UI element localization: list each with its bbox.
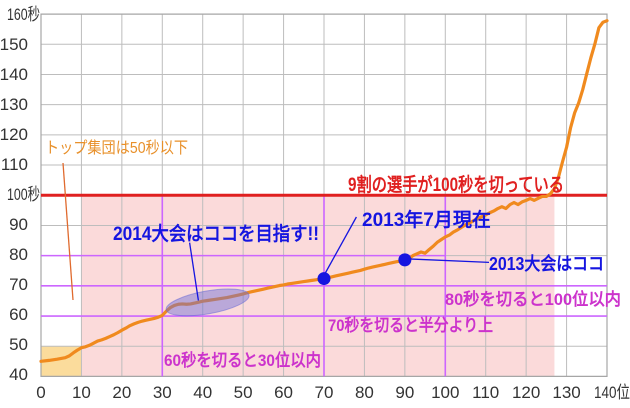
svg-text:50: 50 — [9, 335, 28, 354]
svg-text:60秒を切ると30位以内: 60秒を切ると30位以内 — [164, 350, 321, 370]
svg-text:9割の選手が100秒を切っている: 9割の選手が100秒を切っている — [348, 173, 564, 196]
svg-text:10: 10 — [72, 383, 91, 402]
svg-text:30: 30 — [153, 383, 172, 402]
svg-text:60: 60 — [9, 305, 28, 324]
svg-text:130: 130 — [0, 95, 28, 114]
svg-text:70秒を切ると半分より上: 70秒を切ると半分より上 — [328, 315, 493, 335]
svg-text:150: 150 — [0, 35, 28, 54]
svg-text:90: 90 — [9, 215, 28, 234]
svg-text:2013大会はココ: 2013大会はココ — [489, 253, 604, 274]
svg-text:140位: 140位 — [594, 383, 630, 402]
svg-text:70: 70 — [315, 383, 334, 402]
svg-text:110: 110 — [472, 383, 499, 402]
svg-text:80: 80 — [355, 383, 374, 402]
svg-text:20: 20 — [112, 383, 131, 402]
svg-text:40: 40 — [193, 383, 212, 402]
svg-text:120: 120 — [512, 383, 540, 402]
svg-text:110: 110 — [1, 155, 28, 174]
svg-text:0: 0 — [36, 383, 45, 402]
svg-text:2014大会はココを目指す!!: 2014大会はココを目指す!! — [113, 222, 319, 245]
svg-text:100: 100 — [431, 383, 459, 402]
svg-text:70: 70 — [9, 275, 28, 294]
svg-text:140: 140 — [0, 65, 28, 84]
svg-text:80: 80 — [9, 245, 28, 264]
svg-text:120: 120 — [0, 125, 28, 144]
svg-text:80秒を切ると100位以内: 80秒を切ると100位以内 — [445, 289, 621, 309]
svg-text:2013年7月現在: 2013年7月現在 — [362, 208, 491, 231]
svg-text:トップ集団は50秒以下: トップ集団は50秒以下 — [45, 139, 188, 157]
svg-text:60: 60 — [274, 383, 293, 402]
svg-text:130: 130 — [552, 383, 580, 402]
svg-text:50: 50 — [234, 383, 253, 402]
svg-text:100秒: 100秒 — [7, 185, 40, 204]
svg-text:160秒: 160秒 — [7, 5, 40, 24]
svg-text:40: 40 — [9, 365, 28, 384]
svg-text:90: 90 — [395, 383, 414, 402]
